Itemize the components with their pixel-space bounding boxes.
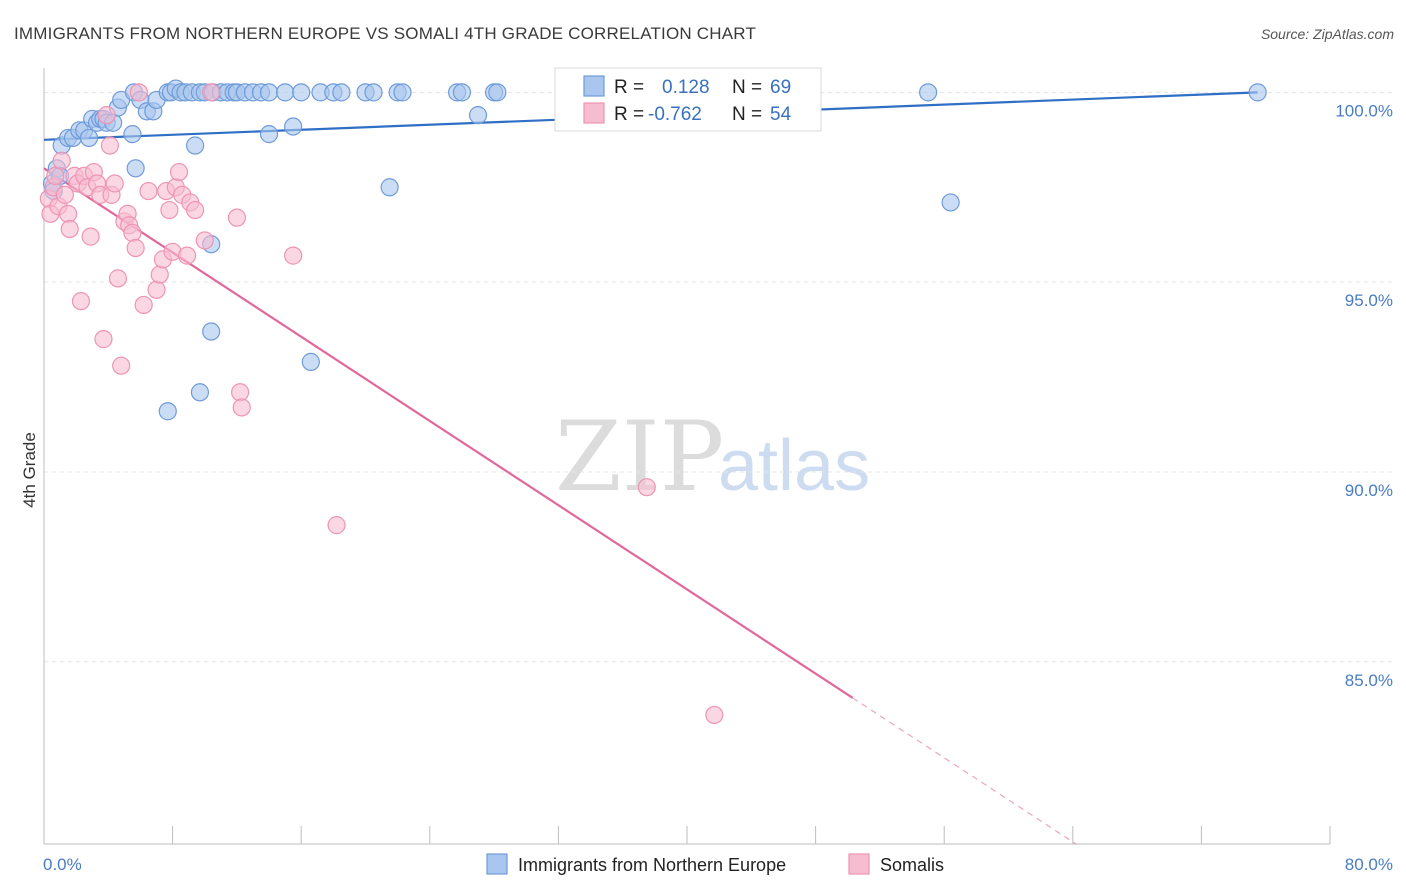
data-point-blue xyxy=(79,128,99,148)
data-point-blue xyxy=(190,383,210,402)
trend-line-extension-pink xyxy=(852,697,1077,845)
data-point-pink xyxy=(186,200,205,220)
data-point-pink xyxy=(195,231,214,250)
legend-r-value-pink: -0.762 xyxy=(648,104,702,125)
data-point-blue xyxy=(364,83,383,102)
series-legend-swatch-blue xyxy=(486,853,508,875)
data-point-pink xyxy=(177,246,197,265)
data-point-pink xyxy=(637,478,656,497)
y-axis-label: 4th Grade xyxy=(20,432,39,508)
data-point-blue xyxy=(292,83,311,102)
legend-swatch-blue xyxy=(583,75,605,97)
data-point-blue xyxy=(276,83,295,102)
data-point-pink xyxy=(94,330,113,349)
data-points xyxy=(39,79,1267,725)
data-point-pink xyxy=(705,705,724,725)
data-point-blue xyxy=(393,83,412,102)
data-point-blue xyxy=(332,83,351,102)
data-point-pink xyxy=(147,280,166,299)
data-point-pink xyxy=(46,166,65,185)
series-legend-label-pink: Somalis xyxy=(880,855,944,875)
legend-n-label-blue: N = xyxy=(732,77,762,98)
x-tick-label: 80.0% xyxy=(1345,855,1393,874)
data-point-pink xyxy=(100,136,120,155)
data-point-blue xyxy=(123,125,142,144)
data-point-blue xyxy=(301,352,320,371)
data-point-blue xyxy=(488,83,507,102)
series-legend-swatch-pink xyxy=(848,853,870,875)
data-point-blue xyxy=(259,83,279,102)
data-point-blue xyxy=(186,136,205,155)
data-point-pink xyxy=(160,200,179,220)
data-point-pink xyxy=(202,83,221,102)
data-point-blue xyxy=(468,106,488,125)
data-point-pink xyxy=(139,181,158,201)
legend-r-label-blue: R = xyxy=(614,77,644,98)
watermark-atlas: atlas xyxy=(718,426,870,506)
legend-r-label-pink: R = xyxy=(614,104,644,125)
data-point-pink xyxy=(60,219,79,239)
data-point-blue xyxy=(126,159,145,178)
data-point-pink xyxy=(169,162,189,182)
data-point-blue xyxy=(284,117,303,136)
data-point-pink xyxy=(108,269,128,288)
chart-title: IMMIGRANTS FROM NORTHERN EUROPE VS SOMAL… xyxy=(14,24,756,43)
legend-n-value-blue: 69 xyxy=(770,77,791,98)
series-legend-label-blue: Immigrants from Northern Europe xyxy=(518,855,786,875)
legend-n-value-pink: 54 xyxy=(770,104,792,125)
data-point-pink xyxy=(71,292,91,311)
data-point-pink xyxy=(232,398,251,417)
data-point-pink xyxy=(55,185,74,204)
data-point-blue xyxy=(259,125,279,144)
axes: 100.0% 95.0% 90.0% 85.0% 0.0% 80.0% xyxy=(43,68,1393,874)
data-point-pink xyxy=(112,356,131,375)
watermark-zip: ZIP xyxy=(555,401,724,513)
chart-source: Source: ZipAtlas.com xyxy=(1261,26,1394,42)
y-tick-label: 85.0% xyxy=(1345,671,1393,690)
data-point-pink xyxy=(126,238,145,258)
series-legend: Immigrants from Northern Europe Somalis xyxy=(486,853,944,875)
data-point-blue xyxy=(941,193,960,212)
data-point-blue xyxy=(1248,83,1267,102)
y-tick-label: 95.0% xyxy=(1345,291,1393,310)
data-point-pink xyxy=(123,223,142,242)
stats-legend: R = 0.128 N = 69 R = -0.762 N = 54 xyxy=(554,67,822,132)
data-point-pink xyxy=(105,174,124,193)
data-point-pink xyxy=(284,246,303,265)
data-point-pink xyxy=(327,516,346,535)
y-tick-label: 100.0% xyxy=(1335,101,1393,120)
y-tick-label: 90.0% xyxy=(1345,481,1393,500)
legend-swatch-pink xyxy=(583,102,605,124)
watermark: ZIP atlas xyxy=(555,401,870,513)
data-point-blue xyxy=(452,83,472,102)
data-point-pink xyxy=(129,83,148,102)
data-point-pink xyxy=(97,106,116,125)
data-point-blue xyxy=(919,83,938,102)
data-point-pink xyxy=(227,208,246,227)
data-point-pink xyxy=(81,227,100,246)
grid xyxy=(44,91,1394,663)
data-point-pink xyxy=(134,295,153,315)
data-point-blue xyxy=(158,402,177,421)
data-point-pink xyxy=(231,383,250,402)
legend-n-label-pink: N = xyxy=(732,104,762,125)
data-point-pink xyxy=(52,151,71,170)
data-point-blue xyxy=(380,178,399,197)
x-tick-label: 0.0% xyxy=(43,855,82,874)
data-point-blue xyxy=(202,322,221,341)
legend-r-value-blue: 0.128 xyxy=(662,77,710,98)
data-point-pink xyxy=(150,265,169,284)
data-point-pink xyxy=(59,204,78,223)
